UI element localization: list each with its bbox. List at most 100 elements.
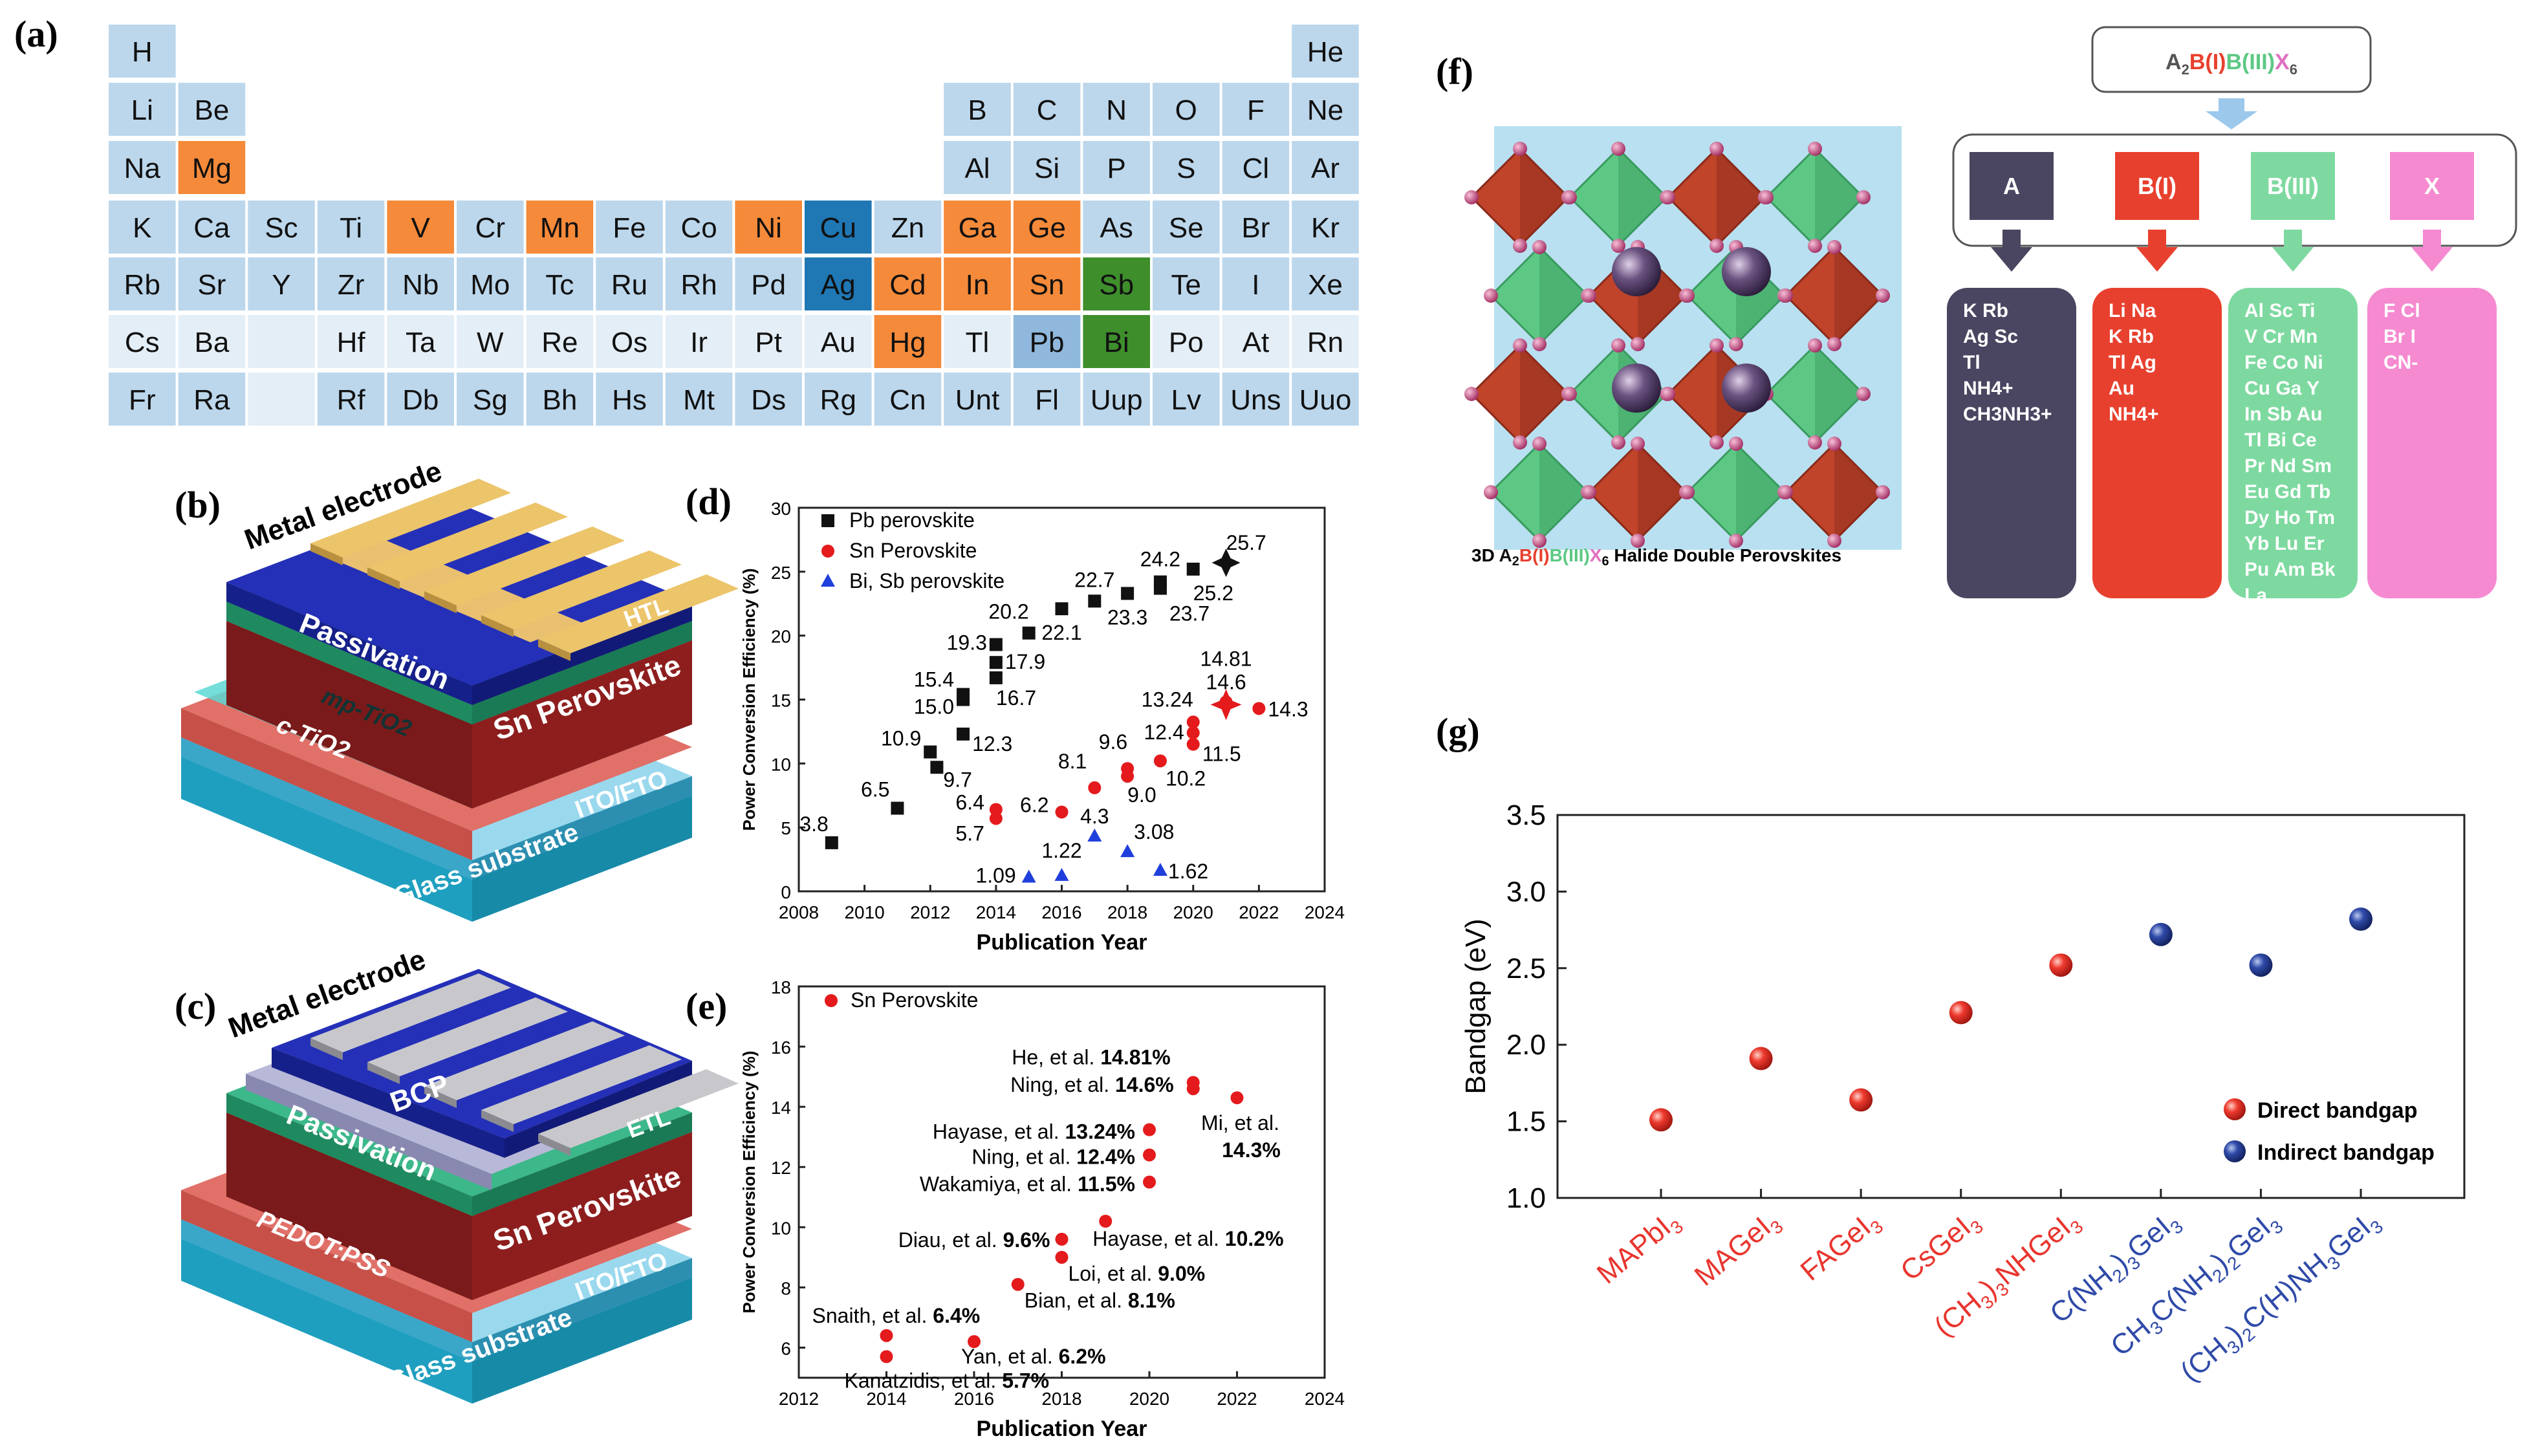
element-cell — [526, 257, 594, 310]
data-label: 9.7 — [943, 768, 971, 791]
halide-atom — [1563, 387, 1577, 401]
data-label: 10.9 — [881, 727, 921, 750]
halide-atom — [1808, 239, 1822, 253]
octahedron-shade — [1618, 149, 1667, 246]
halide-atom — [1513, 142, 1527, 156]
data-point — [880, 1329, 893, 1342]
element-uns: Uns — [1230, 384, 1281, 416]
element-cell — [248, 315, 315, 368]
site-list-row: F Cl — [2383, 300, 2420, 321]
element-cell — [1222, 373, 1290, 426]
data-label: 5.7 — [955, 821, 984, 845]
data-label: 6.5 — [861, 778, 889, 801]
site-element: Bk — [2305, 559, 2336, 580]
data-point — [1186, 737, 1200, 751]
site-list-row: Ag Sc — [1963, 326, 2018, 347]
plot-frame — [798, 506, 1326, 893]
halide-atom — [1582, 485, 1596, 499]
element-bi: Bi — [1104, 327, 1129, 358]
y-tick-label: 25 — [771, 563, 791, 583]
site-list-row: CH3NH3+ — [1963, 404, 2052, 425]
site-list-row: In Sb Au — [2244, 404, 2323, 425]
element-cell — [178, 141, 246, 194]
electrode-strip-c — [424, 1021, 625, 1100]
electrode-strip-side-b — [424, 591, 457, 613]
data-point — [1055, 1232, 1069, 1246]
halide-atom — [1532, 337, 1547, 351]
element-unt: Unt — [955, 384, 999, 416]
element-cell — [109, 83, 176, 136]
element-te: Te — [1171, 269, 1201, 301]
label-value: 5.7% — [1002, 1369, 1049, 1392]
element-cell — [1153, 141, 1220, 194]
label-author: Ning, et al. — [971, 1146, 1076, 1169]
data-point — [1055, 1250, 1069, 1264]
formula-arrow — [2206, 98, 2257, 129]
element-cell — [457, 315, 524, 368]
site-list-row: Cu Ga Y — [2244, 378, 2319, 399]
data-point — [1153, 754, 1167, 768]
data-point — [1088, 781, 1102, 794]
octahedron-shade — [1539, 444, 1588, 541]
element-xe: Xe — [1308, 269, 1343, 301]
element-db: Db — [402, 384, 439, 416]
electrode-strip-side-c — [310, 1038, 343, 1060]
data-label: Yan, et al. 6.2% — [961, 1345, 1106, 1368]
data-label: 22.1 — [1041, 621, 1081, 644]
data-point — [1055, 602, 1069, 616]
element-cell — [1292, 373, 1359, 426]
site-element: Rb — [2123, 326, 2154, 347]
site-element: Pr — [2244, 455, 2265, 477]
site-header-1 — [2115, 152, 2199, 220]
site-list-row: K Rb — [2109, 326, 2154, 347]
element-cell — [596, 201, 663, 254]
site-element: NH4+ — [1963, 378, 2013, 399]
halide-atom — [1876, 485, 1890, 499]
site-element: Ga — [2270, 378, 2302, 399]
halide-atom — [1464, 387, 1479, 401]
caption-suffix: Halide Double Perovskites — [1609, 545, 1841, 565]
panel-label-e: (e) — [686, 985, 727, 1027]
element-ag: Ag — [821, 269, 856, 301]
label-part: C(H)NH — [2236, 1247, 2334, 1336]
data-point — [1211, 548, 1241, 577]
y-tick-label: 20 — [771, 627, 791, 647]
element-re: Re — [541, 327, 578, 358]
element-cell — [1153, 83, 1220, 136]
data-label: 8.1 — [1058, 750, 1087, 773]
element-cell — [1292, 83, 1359, 136]
x-tick-label: 2018 — [1107, 902, 1147, 922]
x-tick-label: CsGeI3 — [1894, 1204, 1987, 1290]
element-cell — [1013, 141, 1081, 194]
site-list-row: Eu Gd Tb — [2244, 481, 2330, 503]
data-point — [1186, 726, 1200, 739]
label-value: 14.81% — [1100, 1045, 1171, 1069]
label-author: Snaith, et al. — [812, 1304, 933, 1327]
element-sg: Sg — [473, 384, 508, 416]
octahedron-shade — [1717, 149, 1765, 246]
site-list-row: Fe Co Ni — [2244, 352, 2323, 373]
octahedron-shade — [1520, 345, 1568, 442]
element-cell — [109, 141, 176, 194]
electrode-strip-c — [310, 973, 511, 1052]
halide-atom — [1582, 288, 1596, 303]
site-header-0 — [1970, 152, 2054, 220]
element-cell — [805, 201, 872, 254]
caption-x: X — [1590, 545, 1602, 565]
octahedron-shade — [1834, 247, 1883, 344]
site-element: Sc — [2264, 300, 2293, 321]
site-list-row: Tl — [1963, 352, 1981, 373]
site-list-row: NH4+ — [1963, 378, 2013, 399]
halide-atom — [1611, 338, 1625, 353]
data-label: Wakamiya, et al. 11.5% — [920, 1173, 1135, 1196]
element-cell — [944, 373, 1011, 426]
element-cell — [1013, 257, 1081, 310]
data-point — [989, 812, 1003, 825]
y-tick-label: 3.5 — [1506, 799, 1546, 831]
data-label: 14.81 — [1200, 647, 1252, 670]
halide-atom — [1563, 190, 1577, 204]
label-author: Loi, et al. — [1069, 1262, 1158, 1285]
site-list-row: Dy Ho Tm — [2244, 507, 2335, 528]
electrode-strip-side-b — [367, 567, 400, 589]
device-schematic-b: Metal electrode HTL Passivation Sn Perov… — [181, 455, 739, 922]
